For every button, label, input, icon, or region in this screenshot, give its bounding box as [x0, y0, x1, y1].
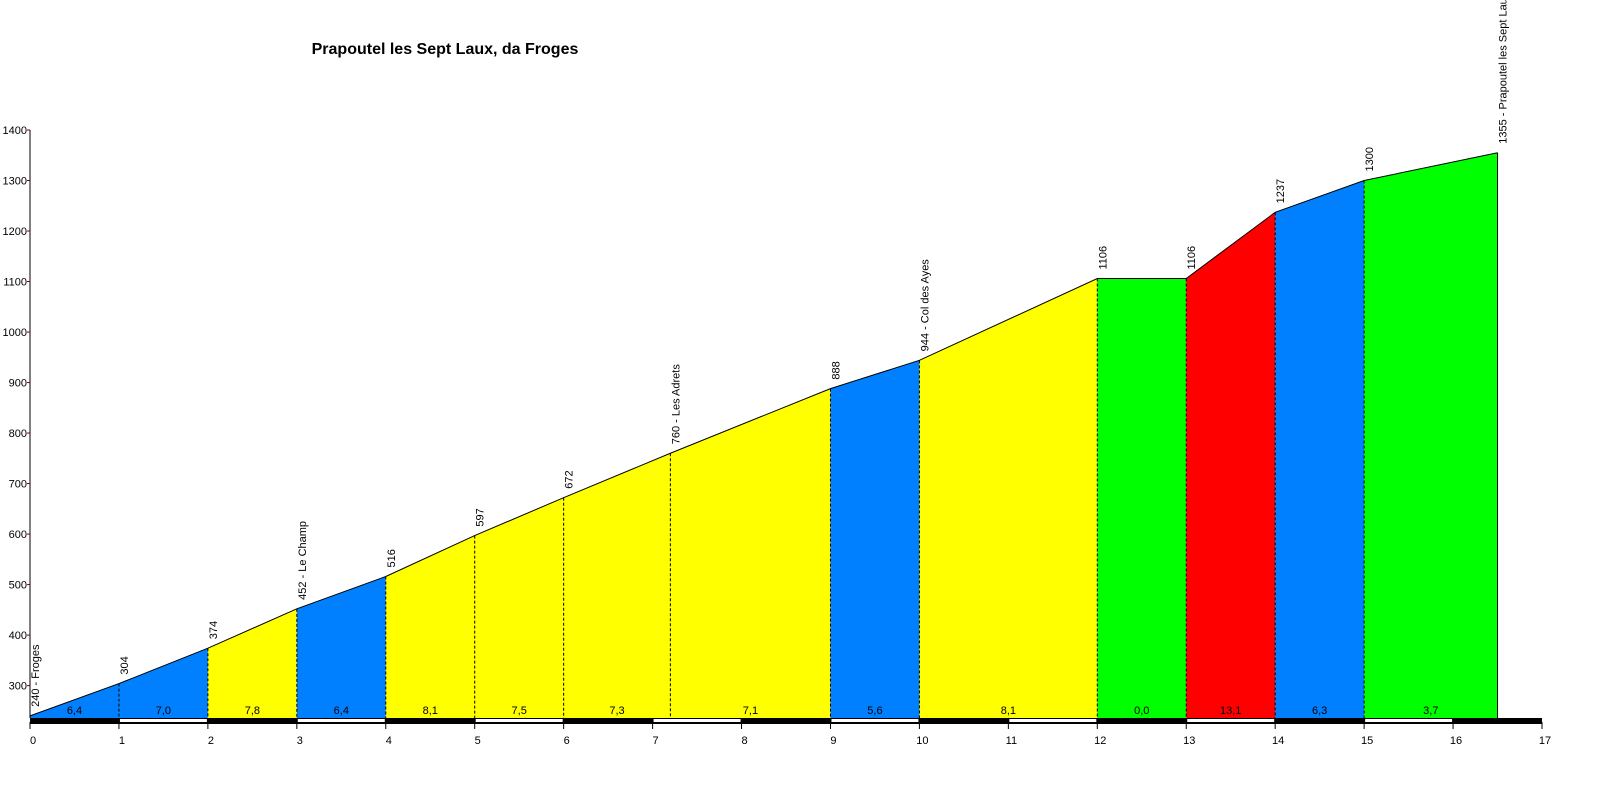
x-tick-label-12: 12	[1094, 735, 1106, 747]
altitude-label-9: 944 - Col des Ayes	[919, 259, 931, 352]
km-bar-white-7	[653, 719, 741, 722]
x-tick-label-1: 1	[119, 735, 125, 747]
segment-fill-10	[1097, 278, 1187, 718]
gradient-label-12: 6,3	[1312, 705, 1327, 717]
y-tick-label-600: 600	[9, 529, 27, 541]
altitude-label-7: 760 - Les Adrets	[670, 364, 682, 445]
axes: 3004005006007008009001000110012001300140…	[3, 125, 1552, 747]
gradient-label-7: 7,1	[743, 705, 758, 717]
y-tick-label-300: 300	[9, 681, 27, 693]
segment-fill-3	[296, 576, 386, 718]
segment-fill-5	[474, 497, 564, 718]
x-tick-label-17: 17	[1539, 735, 1551, 747]
x-tick-label-0: 0	[30, 735, 36, 747]
segment-fill-13	[1364, 152, 1498, 718]
altitude-label-1: 304	[119, 656, 131, 674]
altitude-labels: 240 - Froges 304 374 452 - Le Champ 516 597 67…	[30, 0, 1510, 707]
gradient-label-1: 7,0	[156, 705, 171, 717]
altitude-label-4: 516	[386, 549, 398, 567]
x-tick-label-5: 5	[475, 735, 481, 747]
segment-fill-12	[1275, 180, 1365, 718]
segment-fills	[30, 152, 1498, 719]
x-tick-label-15: 15	[1361, 735, 1373, 747]
km-bar-white-1	[119, 719, 207, 722]
segment-fill-8	[830, 360, 920, 718]
gradient-label-3: 6,4	[334, 705, 349, 717]
profile-line	[29, 152, 1498, 717]
km-bar-white-11	[1009, 719, 1097, 722]
altitude-label-13: 1300	[1364, 147, 1376, 171]
y-tick-label-500: 500	[9, 580, 27, 592]
x-tick-label-14: 14	[1272, 735, 1284, 747]
segment-fill-2	[207, 608, 297, 718]
profile-line-group	[29, 152, 1498, 717]
km-bar-white-15	[1365, 719, 1453, 722]
gradient-label-11: 13,1	[1220, 705, 1241, 717]
chart-title: Prapoutel les Sept Laux, da Froges	[312, 41, 579, 58]
x-tick-label-8: 8	[741, 735, 747, 747]
gradient-labels: 6,4 7,0 7,8 6,4 8,1 7,5 7,3 7,1 5,6 8,1 0,0 13,1 6,3…	[67, 705, 1439, 717]
y-tick-label-1000: 1000	[3, 327, 27, 339]
gradient-label-4: 8,1	[423, 705, 438, 717]
y-tick-label-900: 900	[9, 378, 27, 390]
gradient-label-13: 3,7	[1423, 705, 1438, 717]
y-tick-label-1400: 1400	[3, 125, 27, 137]
gradient-label-0: 6,4	[67, 705, 82, 717]
y-tick-label-700: 700	[9, 479, 27, 491]
segment-fill-1	[118, 648, 208, 718]
x-tick-label-7: 7	[653, 735, 659, 747]
y-tick-label-1200: 1200	[3, 226, 27, 238]
km-bar-base	[30, 718, 1542, 724]
x-tick-label-4: 4	[386, 735, 392, 747]
altitude-label-8: 888	[830, 361, 842, 379]
x-tick-label-9: 9	[830, 735, 836, 747]
altitude-label-5: 597	[475, 508, 487, 526]
segment-fill-11	[1186, 212, 1276, 719]
km-bar-white-9	[831, 719, 919, 722]
gradient-label-6: 7,3	[609, 705, 624, 717]
x-tick-label-10: 10	[916, 735, 928, 747]
segment-fill-7	[670, 388, 831, 718]
altitude-label-0: 240 - Froges	[30, 644, 42, 707]
gradient-label-10: 0,0	[1134, 705, 1149, 717]
x-tick-label-6: 6	[564, 735, 570, 747]
y-tick-label-400: 400	[9, 630, 27, 642]
segment-dividers	[118, 152, 1499, 718]
gradient-label-8: 5,6	[867, 705, 882, 717]
km-bar	[30, 718, 1542, 724]
segment-fill-9	[919, 278, 1098, 718]
altitude-label-10: 1106	[1097, 246, 1109, 270]
y-tick-label-800: 800	[9, 428, 27, 440]
x-tick-label-16: 16	[1450, 735, 1462, 747]
x-tick-label-13: 13	[1183, 735, 1195, 747]
altitude-label-2: 374	[208, 621, 220, 639]
altitude-label-3: 452 - Le Champ	[297, 521, 309, 600]
y-tick-label-1100: 1100	[3, 277, 27, 289]
x-tick-label-3: 3	[297, 735, 303, 747]
segment-fill-4	[385, 535, 475, 718]
altitude-label-6: 672	[564, 470, 576, 488]
segment-fill-6	[563, 453, 671, 718]
gradient-label-9: 8,1	[1001, 705, 1016, 717]
x-tick-label-2: 2	[208, 735, 214, 747]
gradient-label-5: 7,5	[512, 705, 527, 717]
x-tick-label-11: 11	[1006, 735, 1017, 747]
altitude-label-11: 1106	[1186, 246, 1198, 270]
altitude-label-12: 1237	[1275, 179, 1287, 203]
km-bar-white-13	[1187, 719, 1275, 722]
km-bar-white-5	[475, 719, 563, 722]
km-bar-white-3	[297, 719, 385, 722]
y-tick-label-1300: 1300	[3, 176, 27, 188]
gradient-label-2: 7,8	[245, 705, 260, 717]
altitude-label-14: 1355 - Prapoutel les Sept Laux	[1498, 0, 1510, 144]
